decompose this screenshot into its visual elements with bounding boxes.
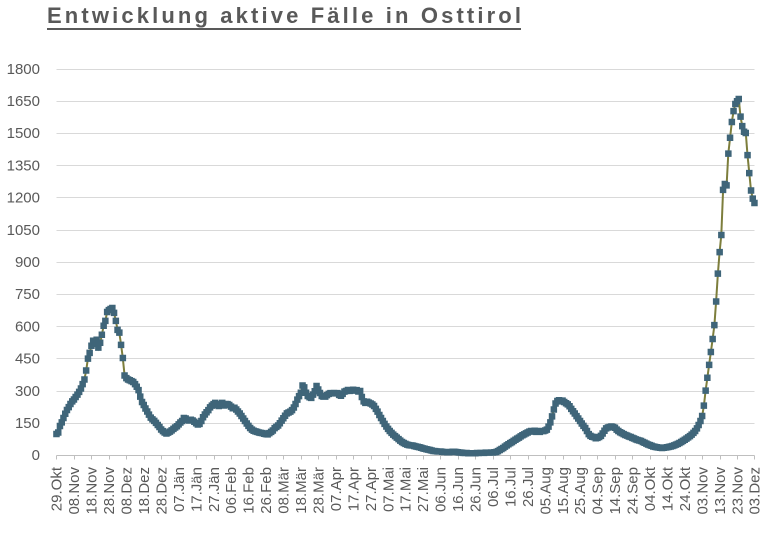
svg-text:06.Jun: 06.Jun [433,467,450,512]
svg-text:1200: 1200 [7,190,40,207]
svg-text:16.Jul: 16.Jul [502,467,519,507]
svg-text:25.Aug: 25.Aug [572,467,589,515]
svg-text:06.Jul: 06.Jul [485,467,502,507]
svg-text:0: 0 [32,447,40,464]
svg-text:07.Apr: 07.Apr [328,467,345,511]
svg-text:08.Nov: 08.Nov [66,467,83,515]
svg-text:300: 300 [15,383,40,400]
svg-text:15.Aug: 15.Aug [555,467,572,515]
svg-text:29.Okt: 29.Okt [49,466,66,511]
svg-text:24.Okt: 24.Okt [677,466,694,511]
svg-text:27.Jän: 27.Jän [206,467,223,512]
svg-text:08.Dez: 08.Dez [119,467,136,515]
svg-text:04.Sep: 04.Sep [590,467,607,515]
svg-text:28.Mär: 28.Mär [310,467,327,514]
svg-text:27.Apr: 27.Apr [363,467,380,511]
svg-text:18.Dez: 18.Dez [136,467,153,515]
svg-text:26.Feb: 26.Feb [258,467,275,514]
svg-text:14.Okt: 14.Okt [659,466,676,511]
svg-text:13.Nov: 13.Nov [712,467,729,515]
svg-text:17.Jän: 17.Jän [188,467,205,512]
svg-text:600: 600 [15,318,40,335]
svg-text:900: 900 [15,254,40,271]
svg-text:1650: 1650 [7,93,40,110]
svg-text:1050: 1050 [7,222,40,239]
svg-text:26.Jul: 26.Jul [520,467,537,507]
svg-text:06.Feb: 06.Feb [223,467,240,514]
svg-text:27.Mai: 27.Mai [415,467,432,512]
svg-text:150: 150 [15,415,40,432]
svg-text:04.Okt: 04.Okt [642,466,659,511]
svg-text:03.Nov: 03.Nov [694,467,711,515]
svg-text:1800: 1800 [7,61,40,78]
svg-text:24.Sep: 24.Sep [625,467,642,515]
svg-text:07.Jän: 07.Jän [171,467,188,512]
svg-text:750: 750 [15,286,40,303]
svg-text:23.Nov: 23.Nov [729,467,746,515]
svg-text:1350: 1350 [7,157,40,174]
svg-text:05.Aug: 05.Aug [537,467,554,515]
svg-text:26.Jun: 26.Jun [468,467,485,512]
svg-text:28.Dez: 28.Dez [153,467,170,515]
svg-text:08.Mär: 08.Mär [276,467,293,514]
svg-text:03.Dez: 03.Dez [747,467,764,515]
svg-text:450: 450 [15,351,40,368]
svg-text:18.Nov: 18.Nov [84,467,101,515]
svg-text:28.Nov: 28.Nov [101,467,118,515]
svg-text:14.Sep: 14.Sep [607,467,624,515]
svg-text:07.Mai: 07.Mai [380,467,397,512]
svg-text:16.Feb: 16.Feb [241,467,258,514]
svg-text:18.Mär: 18.Mär [293,467,310,514]
svg-text:1500: 1500 [7,125,40,142]
svg-text:16.Jun: 16.Jun [450,467,467,512]
svg-text:17.Mai: 17.Mai [398,467,415,512]
svg-text:17.Apr: 17.Apr [345,467,362,511]
